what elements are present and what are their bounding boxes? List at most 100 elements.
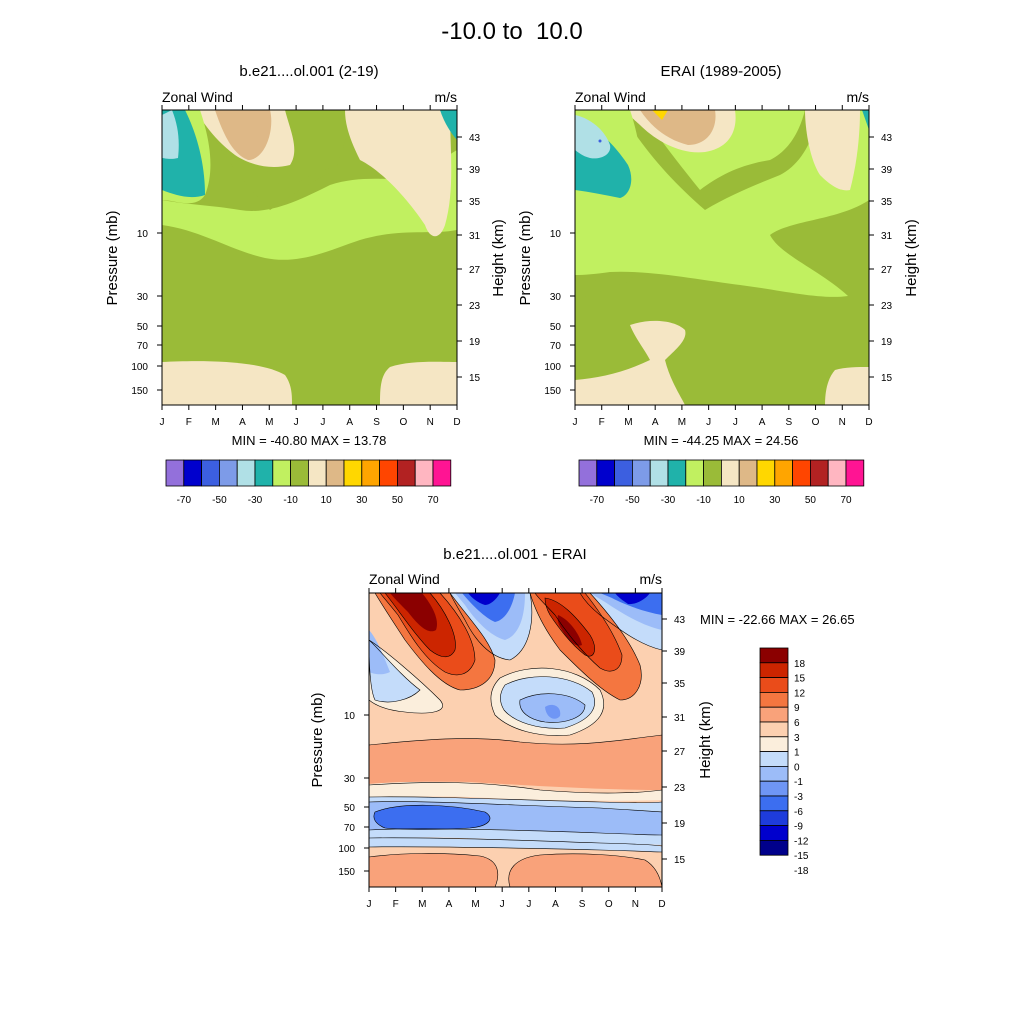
colorbar-swatch bbox=[759, 677, 789, 693]
colorbar-swatch bbox=[759, 795, 789, 812]
contour-line bbox=[369, 846, 662, 853]
x-tick-label: J bbox=[294, 417, 299, 428]
panel-model-field bbox=[162, 110, 457, 405]
height-tick-label: 39 bbox=[674, 647, 686, 658]
colorbar-swatch bbox=[325, 459, 345, 487]
panel-obs-frame bbox=[574, 109, 870, 406]
height-tick-label: 39 bbox=[881, 165, 893, 176]
colorbar-swatch bbox=[759, 840, 789, 856]
contour-line bbox=[508, 853, 662, 887]
colorbar-swatch bbox=[218, 459, 238, 487]
panel-model-colorbar: -70 -50 -30 -10 10 30 50 70 bbox=[165, 459, 452, 506]
x-tick-label: A bbox=[239, 417, 246, 428]
panel-difference-ylabel: Pressure (mb) bbox=[309, 692, 326, 787]
colorbar-label: 30 bbox=[769, 495, 781, 506]
height-tick-label: 19 bbox=[469, 337, 481, 348]
colorbar-label: 0 bbox=[794, 762, 800, 773]
colorbar-label: -9 bbox=[794, 822, 803, 833]
colorbar-label: -50 bbox=[625, 495, 640, 506]
colorbar-swatch bbox=[236, 459, 256, 487]
x-tick-label: D bbox=[453, 417, 460, 428]
contour-line bbox=[369, 639, 443, 714]
height-tick-label: 35 bbox=[674, 679, 686, 690]
field-contour bbox=[508, 853, 662, 887]
x-tick-label: J bbox=[160, 417, 165, 428]
height-tick-label: 19 bbox=[674, 819, 686, 830]
contour-line bbox=[373, 804, 491, 830]
panel-obs-field bbox=[575, 110, 869, 405]
panel-difference-colorbar: 18 15 12 9 6 3 1 0 -1 -3 -6 -9 -12 -15 -18 bbox=[759, 647, 809, 877]
pressure-tick-label: 150 bbox=[544, 386, 561, 397]
x-tick-label: F bbox=[599, 417, 605, 428]
field-contour bbox=[468, 593, 500, 605]
panel-obs-stats: MIN = -44.25 MAX = 24.56 bbox=[644, 433, 799, 448]
pressure-tick-label: 100 bbox=[544, 362, 561, 373]
colorbar-swatch bbox=[596, 459, 615, 487]
panel-difference-stats: MIN = -22.66 MAX = 26.65 bbox=[700, 612, 855, 627]
colorbar-swatch bbox=[254, 459, 274, 487]
field-contour bbox=[369, 735, 662, 790]
colorbar-swatch bbox=[632, 459, 651, 487]
colorbar-label: -3 bbox=[794, 792, 803, 803]
colorbar-swatch bbox=[759, 647, 789, 664]
colorbar-swatch bbox=[201, 459, 220, 487]
colorbar-swatch bbox=[759, 736, 789, 752]
x-tick-label: A bbox=[652, 417, 659, 428]
x-tick-label: O bbox=[399, 417, 407, 428]
pressure-tick-label: 50 bbox=[344, 803, 356, 814]
colorbar-swatch bbox=[578, 459, 598, 487]
field-contour bbox=[652, 110, 668, 120]
pressure-tick-label: 100 bbox=[131, 362, 148, 373]
colorbar-label: 1 bbox=[794, 748, 800, 759]
colorbar-swatch bbox=[759, 692, 789, 708]
colorbar-label: -6 bbox=[794, 807, 803, 818]
x-tick-label: A bbox=[759, 417, 766, 428]
contour-line bbox=[379, 593, 476, 676]
field-contour bbox=[575, 320, 686, 405]
contour-line bbox=[369, 828, 662, 836]
height-tick-label: 15 bbox=[469, 373, 481, 384]
field-contour bbox=[369, 630, 390, 675]
contour-line bbox=[384, 593, 456, 658]
colorbar-label: 50 bbox=[392, 495, 404, 506]
x-tick-label: O bbox=[605, 899, 613, 910]
colorbar-label: -70 bbox=[177, 495, 192, 506]
pressure-tick-label: 70 bbox=[550, 341, 562, 352]
contour-line bbox=[534, 593, 623, 672]
x-tick-label: J bbox=[706, 417, 711, 428]
height-tick-label: 35 bbox=[469, 197, 481, 208]
colorbar-swatch bbox=[759, 766, 789, 782]
panel-obs-axes: J F M A M J J A S O N D 10 30 50 70 100 150 43 39 35 31 27 23 19… bbox=[544, 105, 893, 428]
pressure-tick-label: 30 bbox=[137, 292, 149, 303]
pressure-tick-label: 10 bbox=[344, 711, 356, 722]
colorbar-label: -18 bbox=[794, 866, 809, 877]
colorbar-label: 70 bbox=[840, 495, 852, 506]
height-tick-label: 15 bbox=[881, 373, 893, 384]
x-tick-label: J bbox=[573, 417, 578, 428]
field-contour bbox=[640, 110, 716, 145]
contour-line bbox=[369, 639, 421, 703]
x-tick-label: O bbox=[812, 417, 820, 428]
colorbar-label: -10 bbox=[283, 495, 298, 506]
contour-line bbox=[529, 593, 642, 701]
field-contour bbox=[373, 805, 490, 830]
pressure-tick-label: 150 bbox=[131, 386, 148, 397]
field-contour bbox=[162, 361, 292, 405]
contour-line bbox=[449, 593, 533, 661]
colorbar-label: 18 bbox=[794, 659, 806, 670]
x-tick-label: M bbox=[265, 417, 273, 428]
colorbar-swatch bbox=[759, 751, 789, 767]
colorbar-label: -15 bbox=[794, 851, 809, 862]
contour-line bbox=[369, 782, 662, 794]
height-tick-label: 27 bbox=[881, 265, 893, 276]
field-contour bbox=[440, 110, 457, 140]
colorbar-label: 15 bbox=[794, 674, 806, 685]
colorbar-swatch bbox=[845, 459, 865, 487]
colorbar-swatch bbox=[703, 459, 722, 487]
panel-difference-frame bbox=[368, 592, 663, 888]
panel-model-ylabel: Pressure (mb) bbox=[104, 210, 121, 305]
pressure-tick-label: 50 bbox=[550, 322, 562, 333]
field-contour bbox=[557, 615, 582, 646]
height-tick-label: 39 bbox=[469, 165, 481, 176]
height-tick-label: 43 bbox=[469, 133, 481, 144]
